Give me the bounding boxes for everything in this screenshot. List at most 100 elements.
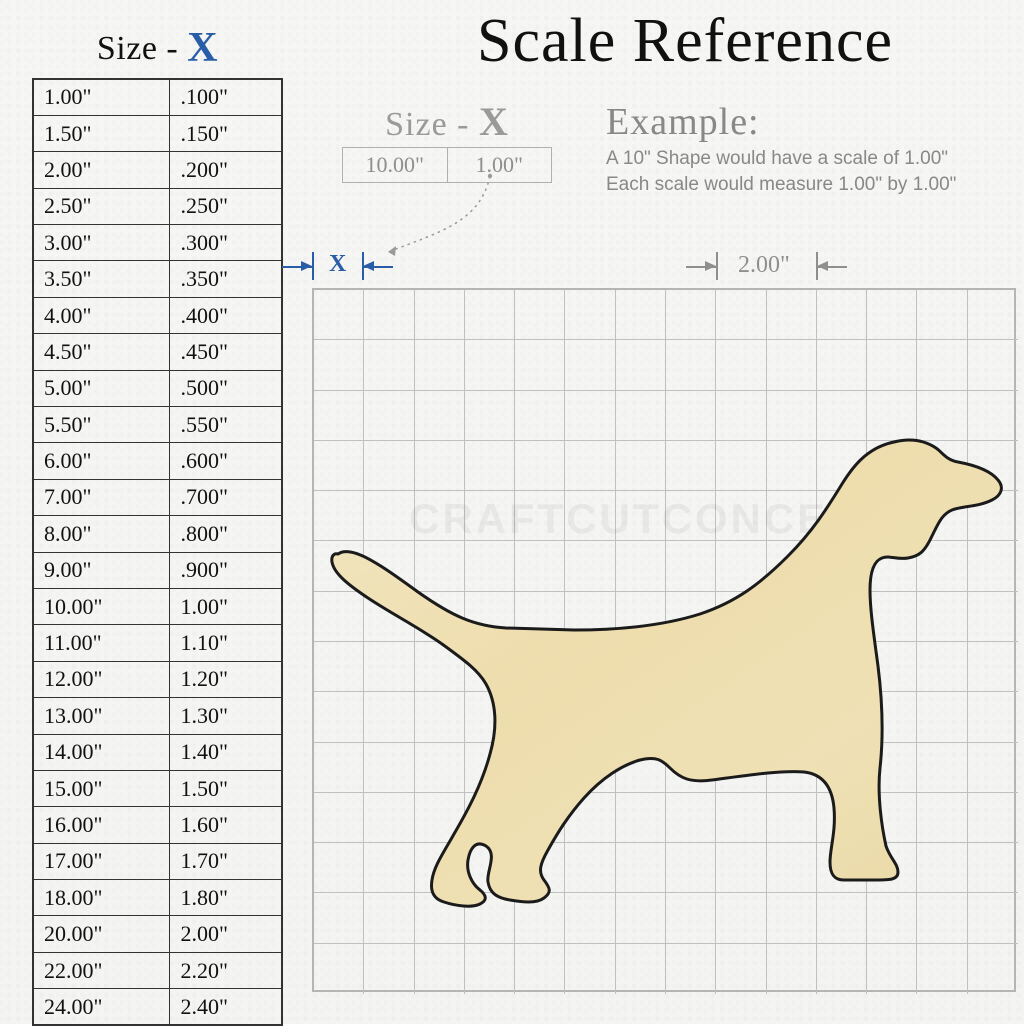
- grid-cell: [415, 340, 465, 390]
- size-cell: 15.00": [33, 770, 170, 806]
- grid-cell: [415, 743, 465, 793]
- grid-cell: [867, 541, 917, 591]
- grid-cell: [817, 441, 867, 491]
- grid-cell: [314, 340, 364, 390]
- grid-cell: [515, 843, 565, 893]
- scale-cell: 1.10": [170, 625, 282, 661]
- grid-cell: [364, 893, 414, 943]
- size-cell: 16.00": [33, 807, 170, 843]
- size-cell: 2.50": [33, 188, 170, 224]
- grid-cell: [415, 491, 465, 541]
- grid-cell: [364, 491, 414, 541]
- grid-cell: [767, 893, 817, 943]
- grid-cell: [565, 290, 615, 340]
- grid-cell: [465, 692, 515, 742]
- scale-cell: .400": [170, 297, 282, 333]
- grid-cell: [364, 340, 414, 390]
- grid-cell: [867, 592, 917, 642]
- grid-cell: [968, 592, 1018, 642]
- grid-cell: [465, 843, 515, 893]
- grid-cell: [968, 290, 1018, 340]
- table-row: 16.00"1.60": [33, 807, 282, 843]
- scale-cell: .900": [170, 552, 282, 588]
- grid-cell: [364, 843, 414, 893]
- grid-cell: [867, 893, 917, 943]
- scale-cell: .550": [170, 407, 282, 443]
- x-marker-label: X: [329, 251, 346, 278]
- grid-cell: [716, 290, 766, 340]
- grid-cell: [314, 893, 364, 943]
- grid-cell: [314, 491, 364, 541]
- grid-cell: [565, 893, 615, 943]
- table-row: 7.00".700": [33, 479, 282, 515]
- grid-cell: [968, 743, 1018, 793]
- grid-cell: [917, 541, 967, 591]
- grid-cell: [867, 743, 917, 793]
- grid-cell: [314, 290, 364, 340]
- grid-cell: [767, 290, 817, 340]
- size-header-x: X: [187, 25, 218, 71]
- example-line-1: A 10" Shape would have a scale of 1.00": [606, 148, 948, 169]
- size-cell: 9.00": [33, 552, 170, 588]
- grid-cell: [616, 743, 666, 793]
- scale-cell: .450": [170, 334, 282, 370]
- grid-cell: [968, 893, 1018, 943]
- grid-cell: [968, 944, 1018, 994]
- grid-cell: [917, 893, 967, 943]
- grid-cell: [767, 441, 817, 491]
- grid-cell: [767, 340, 817, 390]
- scale-cell: .250": [170, 188, 282, 224]
- grid-cell: [515, 743, 565, 793]
- example-body: A 10" Shape would have a scale of 1.00" …: [606, 146, 1006, 197]
- grid-cell: [917, 843, 967, 893]
- grid-cell: [767, 642, 817, 692]
- grid-cell: [867, 843, 917, 893]
- grid-cell: [968, 441, 1018, 491]
- grid-cell: [666, 340, 716, 390]
- grid-cell: [616, 944, 666, 994]
- table-row: 4.00".400": [33, 297, 282, 333]
- grid-cell: [968, 793, 1018, 843]
- scale-cell: .350": [170, 261, 282, 297]
- grid-cell: [917, 290, 967, 340]
- grid-cell: [616, 340, 666, 390]
- grid-cell: [415, 642, 465, 692]
- grid-cell: [867, 944, 917, 994]
- grid-cell: [616, 541, 666, 591]
- reference-grid: [312, 288, 1016, 992]
- grid-cell: [716, 893, 766, 943]
- scale-cell: 1.00": [170, 588, 282, 624]
- grid-cell: [565, 592, 615, 642]
- grid-cell: [867, 692, 917, 742]
- grid-cell: [666, 843, 716, 893]
- grid-cell: [666, 441, 716, 491]
- table-row: 10.00"1.00": [33, 588, 282, 624]
- grid-cell: [616, 793, 666, 843]
- table-row: 1.00".100": [33, 79, 282, 115]
- table-row: 3.50".350": [33, 261, 282, 297]
- grid-cell: [515, 944, 565, 994]
- grid-cell: [515, 592, 565, 642]
- example-text: Example: A 10" Shape would have a scale …: [606, 100, 1006, 197]
- size-header-prefix: Size -: [97, 30, 187, 67]
- grid-cell: [465, 290, 515, 340]
- table-row: 24.00"2.40": [33, 989, 282, 1025]
- size-cell: 22.00": [33, 952, 170, 988]
- grid-cell: [666, 491, 716, 541]
- grid-cell: [465, 944, 515, 994]
- grid-cell: [565, 541, 615, 591]
- grid-cell: [767, 743, 817, 793]
- grid-cell: [968, 692, 1018, 742]
- grid-cell: [968, 843, 1018, 893]
- size-table-body: 1.00".100"1.50".150"2.00".200"2.50".250"…: [32, 78, 283, 1026]
- size-cell: 20.00": [33, 916, 170, 952]
- size-cell: 12.00": [33, 661, 170, 697]
- two-inch-dimension-marker: 2.00": [716, 242, 916, 288]
- size-cell: 8.00": [33, 516, 170, 552]
- grid-cell: [616, 391, 666, 441]
- grid-cell: [666, 944, 716, 994]
- grid-cell: [666, 893, 716, 943]
- table-row: 4.50".450": [33, 334, 282, 370]
- grid-cell: [817, 491, 867, 541]
- grid-cell: [867, 340, 917, 390]
